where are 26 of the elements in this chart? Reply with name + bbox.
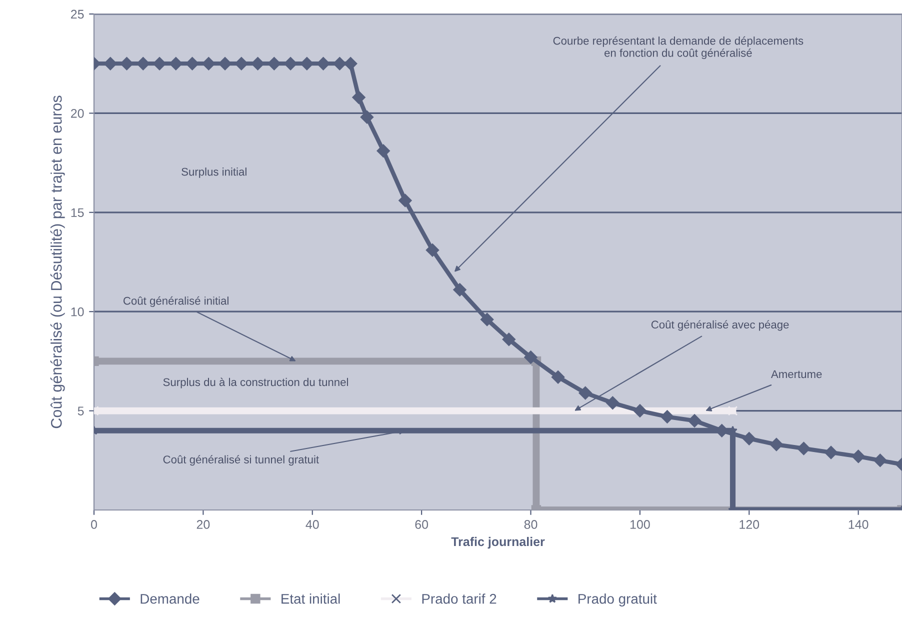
annotation: Courbe représentant la demande de déplacements en fonction du coût généralisé (553, 36, 804, 60)
legend-label: Etat initial (282, 594, 340, 604)
annotation: Coût généralisé avec péage (651, 320, 789, 331)
y-tick-label: 15 (71, 208, 84, 218)
legend-label: Demande (140, 594, 200, 604)
y-tick-label: 5 (78, 406, 84, 416)
y-tick-label: 20 (71, 109, 84, 118)
annotation: Coût généralisé initial (124, 296, 228, 307)
x-tick-label: 140 (848, 520, 868, 529)
x-tick-label: 40 (306, 520, 319, 529)
x-tick-label: 0 (91, 520, 97, 529)
y-tick-label: 25 (71, 10, 84, 19)
x-tick-label: 60 (415, 520, 428, 529)
annotation: Coût généralisé si tunnel gratuit (163, 455, 319, 466)
annotation: Surplus initial (182, 168, 246, 178)
x-axis-title: Trafic journalier (451, 536, 545, 549)
annotation: Amertume (770, 370, 822, 378)
x-tick-label: 100 (630, 520, 650, 529)
y-tick-label: 10 (71, 307, 84, 316)
legend-label: Prado tarif 2 (422, 594, 496, 604)
x-tick-label: 20 (196, 520, 210, 529)
legend-label: Prado gratuit (578, 594, 657, 606)
x-tick-label: 80 (524, 520, 538, 529)
y-axis-title: Coût généralisé (ou Désutilité) par trajet en euros (50, 96, 65, 428)
annotation: Surplus du à la construction du tunnel (163, 378, 348, 388)
x-tick-label: 120 (740, 520, 760, 529)
